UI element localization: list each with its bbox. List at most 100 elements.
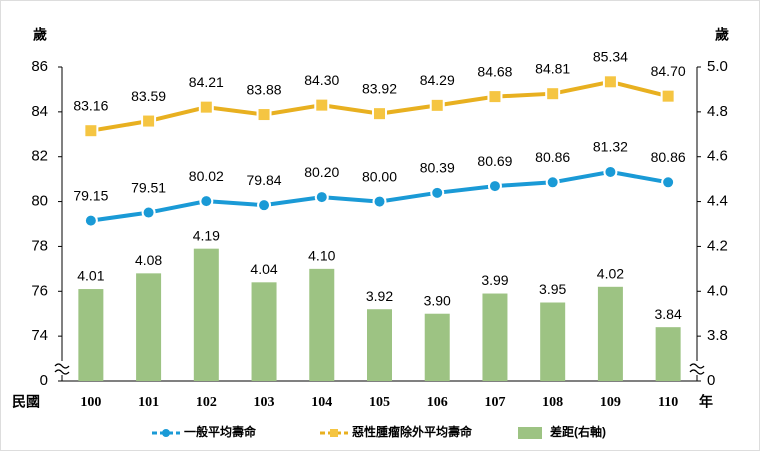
data-label: 84.81 (535, 60, 570, 76)
y-tick-label: 76 (31, 282, 48, 299)
marker (545, 175, 560, 190)
data-label: 4.04 (250, 261, 277, 277)
data-label: 79.15 (73, 187, 108, 203)
data-label: 4.01 (77, 268, 104, 284)
data-label: 83.16 (73, 97, 108, 113)
y-tick-label: 78 (31, 237, 48, 254)
data-label: 84.29 (420, 72, 455, 88)
axis-break (54, 361, 705, 375)
marker (487, 179, 502, 194)
x-tick-label: 102 (196, 395, 217, 410)
data-label: 80.86 (535, 149, 570, 165)
y2-tick-label: 0 (707, 372, 715, 389)
marker (545, 86, 561, 102)
marker (83, 123, 99, 139)
x-tick-label: 101 (138, 395, 159, 410)
marker (602, 74, 618, 90)
y2-tick-label: 3.8 (707, 327, 728, 344)
data-label: 84.68 (477, 63, 512, 79)
data-label: 83.92 (362, 80, 397, 96)
data-label: 80.69 (477, 153, 512, 169)
y2-tick-label: 5.0 (707, 58, 728, 75)
marker (372, 106, 387, 122)
data-label: 4.10 (308, 248, 335, 264)
legend-label: 差距(右軸) (549, 424, 606, 439)
data-label: 4.19 (193, 227, 220, 243)
legend-swatch (162, 429, 170, 437)
bar (251, 282, 277, 381)
marker (83, 213, 98, 228)
x-tick-label: 110 (658, 395, 678, 410)
legend-label: 一般平均壽命 (184, 424, 257, 439)
marker (198, 99, 214, 115)
y-tick-label: 84 (31, 103, 48, 120)
legend-label: 惡性腫瘤除外平均壽命 (352, 424, 473, 439)
data-label: 80.86 (651, 149, 686, 165)
y2-tick-label: 4.6 (707, 148, 728, 165)
x-tick-label: 107 (484, 395, 505, 410)
data-label: 80.00 (362, 168, 397, 184)
bar (655, 327, 681, 381)
y2-axis-label: 歲 (715, 27, 729, 43)
marker (256, 107, 272, 123)
x-tick-label: 108 (542, 395, 563, 410)
bar (309, 268, 335, 381)
data-label: 79.51 (131, 179, 166, 195)
marker (660, 88, 676, 104)
y-tick-label: 86 (31, 58, 48, 75)
marker (430, 185, 445, 200)
data-label: 84.21 (189, 74, 224, 90)
bar (136, 273, 162, 381)
legend-swatch (330, 429, 338, 437)
x-tick-label: 106 (427, 395, 448, 410)
y2-tick-label: 4.2 (707, 237, 728, 254)
x-tick-label: 104 (311, 395, 332, 410)
y-axis-label: 歲 (33, 27, 47, 43)
data-label: 3.95 (539, 281, 566, 297)
marker (199, 194, 214, 209)
x-tick-label: 103 (254, 395, 275, 410)
marker (661, 175, 676, 190)
data-label: 84.30 (304, 72, 339, 88)
x-tick-label: 109 (600, 395, 621, 410)
data-label: 4.02 (597, 266, 624, 282)
data-label: 83.88 (247, 81, 282, 97)
data-label: 3.99 (481, 272, 508, 288)
data-label: 79.84 (247, 172, 282, 188)
bar (193, 248, 219, 381)
data-label: 3.84 (655, 306, 682, 322)
marker (314, 97, 330, 113)
data-label: 80.02 (189, 168, 224, 184)
x-axis-label: 民國 (12, 394, 40, 410)
y2-tick-label: 4.8 (707, 103, 728, 120)
bar (540, 302, 566, 381)
x-axis-unit: 年 (699, 394, 713, 410)
marker (372, 194, 387, 209)
bar (424, 313, 450, 381)
marker (257, 198, 272, 213)
bar (78, 289, 104, 381)
data-label: 3.90 (424, 292, 451, 308)
x-tick-label: 100 (80, 395, 101, 410)
x-tick-label: 105 (369, 395, 390, 410)
marker (141, 205, 156, 220)
marker (487, 89, 503, 105)
data-label: 80.20 (304, 164, 339, 180)
marker (603, 164, 618, 179)
bar (367, 309, 392, 381)
bar (482, 293, 508, 381)
y2-tick-label: 4.4 (707, 193, 728, 210)
y-tick-label: 74 (31, 327, 48, 344)
marker (141, 113, 157, 129)
data-label: 83.59 (131, 88, 166, 104)
y-tick-label: 82 (31, 148, 48, 165)
y2-tick-label: 4.0 (707, 282, 728, 299)
data-label: 4.08 (135, 252, 162, 268)
data-label: 80.39 (420, 160, 455, 176)
data-label: 81.32 (593, 139, 628, 155)
legend-swatch (518, 427, 542, 439)
data-label: 3.92 (366, 288, 393, 304)
marker (314, 190, 329, 205)
